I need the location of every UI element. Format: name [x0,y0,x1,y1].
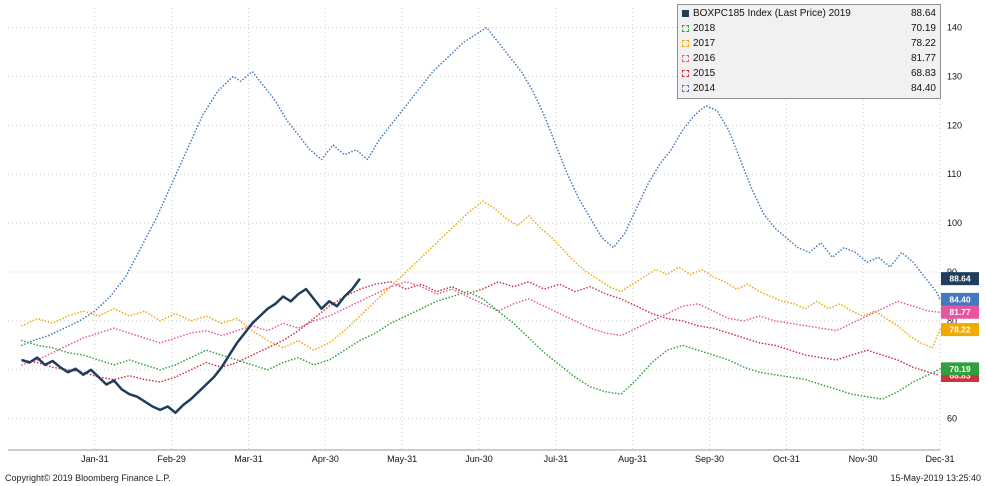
price-label-value: 78.22 [949,325,971,335]
y-axis-tick-label: 140 [947,23,962,33]
series-line-2017 [21,200,941,352]
legend-label: 2015 [693,68,716,79]
price-label-2018: 70.19 [941,362,979,376]
price-label-value: 88.64 [949,274,971,284]
price-label-box [941,305,979,319]
legend-swatch-2017 [682,40,689,47]
x-axis-tick-label: Oct-31 [773,454,800,464]
legend-item-2017[interactable]: 2017 78.22 [682,36,936,51]
legend-label: 2016 [693,53,716,64]
price-label-2014: 84.40 [941,292,979,306]
legend-swatch-2014 [682,85,689,92]
x-axis-tick-label: Dec-31 [925,454,954,464]
price-label-box [941,362,979,376]
price-label-box [941,272,979,286]
x-axis-tick-label: Jan-31 [81,454,109,464]
x-axis-tick-label: Apr-30 [312,454,339,464]
x-axis-tick-label: Feb-29 [157,454,186,464]
y-axis-tick-label: 80 [947,316,957,326]
series-line-2019 [21,277,361,415]
legend-item-2015[interactable]: 2015 68.83 [682,66,936,81]
legend-item-2014[interactable]: 2014 84.40 [682,81,936,96]
legend-value: 70.19 [910,23,936,34]
price-label-value: 70.19 [949,364,971,374]
x-axis-tick-label: Mar-31 [234,454,263,464]
price-label-box [941,323,979,337]
timestamp-text: 15-May-2019 13:25:40 [890,473,981,483]
series-line-2018 [21,290,941,400]
legend-value: 88.64 [910,8,936,19]
x-axis-tick-label: Jul-31 [544,454,569,464]
legend-value: 84.40 [910,83,936,94]
legend-label: 2018 [693,23,716,34]
x-axis-tick-label: Sep-30 [695,454,724,464]
price-label-2019: 88.64 [941,272,979,286]
y-axis-tick-label: 100 [947,218,962,228]
y-axis-tick-label: 110 [947,169,961,179]
chart-legend: BOXPC185 Index (Last Price) 2019 88.64 201… [677,4,941,99]
legend-item-2018[interactable]: 2018 70.19 [682,21,936,36]
y-axis-tick-label: 60 [947,414,957,424]
series-line-2016 [21,280,941,366]
price-label-value: 84.40 [949,294,971,304]
copyright-text: Copyright© 2019 Bloomberg Finance L.P. [5,473,171,483]
price-label-2017: 78.22 [941,323,979,337]
legend-swatch-2015 [682,70,689,77]
x-axis-tick-label: Nov-30 [849,454,878,464]
legend-label: 2017 [693,38,716,49]
x-axis-tick-label: May-31 [387,454,417,464]
x-axis-tick-label: Jun-30 [465,454,493,464]
legend-label: 2014 [693,83,716,94]
legend-value: 68.83 [910,68,936,79]
legend-item-2016[interactable]: 2016 81.77 [682,51,936,66]
y-axis-tick-label: 130 [947,71,962,81]
series-line-2014 [21,26,941,347]
series-line-2015 [21,280,941,383]
price-label-2016: 81.77 [941,305,979,319]
legend-value: 78.22 [910,38,936,49]
y-axis-tick-label: 90 [947,267,957,277]
footer: Copyright© 2019 Bloomberg Finance L.P. 1… [5,472,981,484]
price-label-value: 68.83 [949,371,971,381]
legend-item-2019[interactable]: BOXPC185 Index (Last Price) 2019 88.64 [682,6,936,21]
legend-value: 81.77 [910,53,936,64]
price-label-value: 81.77 [949,307,971,317]
legend-swatch-2016 [682,55,689,62]
price-label-box [941,292,979,306]
x-axis-tick-label: Aug-31 [618,454,647,464]
legend-swatch-2019 [682,10,689,17]
y-axis-tick-label: 120 [947,120,962,130]
legend-swatch-2018 [682,25,689,32]
legend-label: BOXPC185 Index (Last Price) 2019 [693,8,851,19]
